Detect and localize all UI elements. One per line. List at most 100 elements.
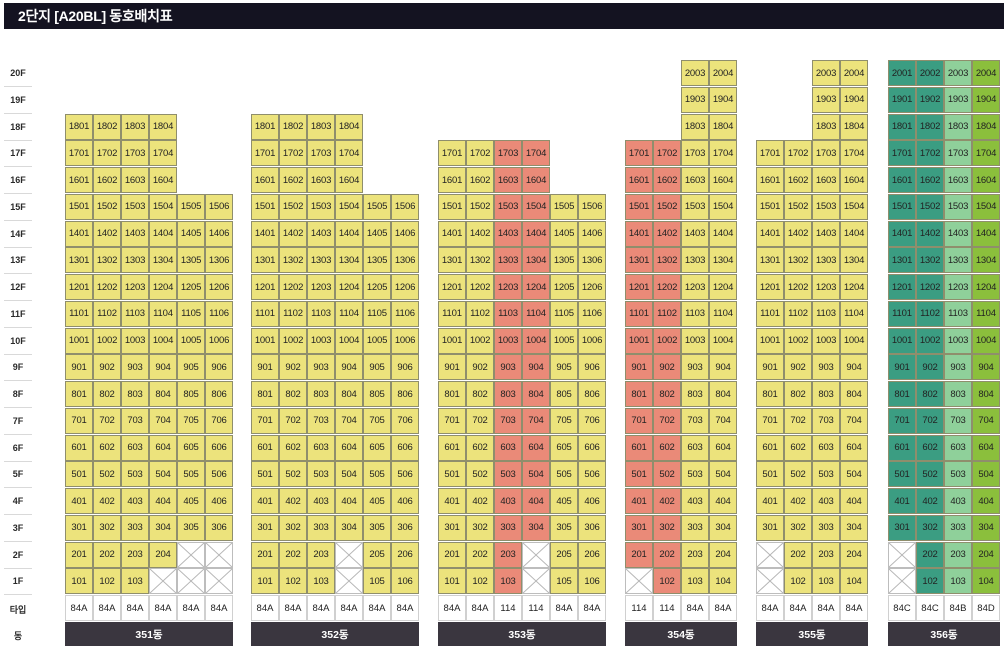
unit-cell[interactable]: 805 (550, 381, 578, 407)
unit-cell[interactable]: 505 (550, 461, 578, 488)
unit-cell[interactable]: 1302 (784, 247, 812, 274)
unit-cell[interactable]: 901 (438, 354, 466, 381)
unit-cell[interactable]: 1206 (391, 274, 419, 300)
unit-cell[interactable]: 104 (840, 568, 868, 595)
unit-cell[interactable]: 603 (121, 434, 149, 461)
unit-cell[interactable]: 1702 (784, 140, 812, 167)
unit-cell[interactable]: 702 (279, 407, 307, 434)
unit-cell[interactable]: 304 (972, 514, 1000, 541)
unit-cell[interactable]: 1101 (756, 300, 784, 327)
unit-cell[interactable]: 502 (93, 461, 121, 488)
unit-cell[interactable]: 904 (840, 354, 868, 381)
unit-cell[interactable]: 1304 (972, 247, 1000, 274)
unit-cell[interactable]: 1601 (251, 167, 279, 193)
unit-cell[interactable]: 1902 (916, 86, 944, 113)
unit-cell[interactable]: 1106 (205, 300, 233, 327)
unit-cell[interactable]: 1103 (307, 300, 335, 327)
unit-cell[interactable]: 1001 (888, 327, 916, 354)
unit-cell[interactable]: 1002 (916, 327, 944, 354)
unit-cell[interactable]: 1003 (307, 327, 335, 354)
unit-cell[interactable]: 1001 (65, 327, 93, 354)
unit-cell[interactable]: 1504 (709, 193, 737, 220)
unit-cell[interactable]: 704 (972, 407, 1000, 434)
unit-cell[interactable]: 1802 (916, 113, 944, 140)
unit-cell[interactable]: 205 (550, 541, 578, 568)
unit-cell[interactable]: 1602 (916, 167, 944, 193)
unit-cell[interactable]: 1103 (681, 300, 709, 327)
unit-cell[interactable]: 1602 (466, 167, 494, 193)
unit-cell[interactable]: 504 (522, 461, 550, 488)
unit-cell[interactable]: 1801 (888, 113, 916, 140)
unit-cell[interactable]: 1904 (840, 86, 868, 113)
unit-cell[interactable]: 1003 (944, 327, 972, 354)
unit-cell[interactable]: 1201 (65, 274, 93, 300)
unit-cell[interactable]: 1201 (888, 274, 916, 300)
unit-cell[interactable]: 603 (307, 434, 335, 461)
unit-cell[interactable]: 206 (391, 541, 419, 568)
unit-cell[interactable]: 1202 (279, 274, 307, 300)
unit-cell[interactable]: 103 (307, 568, 335, 595)
unit-cell[interactable]: 1704 (522, 140, 550, 167)
unit-cell[interactable]: 1401 (65, 220, 93, 247)
unit-cell[interactable]: 1105 (177, 300, 205, 327)
unit-cell[interactable]: 2001 (888, 60, 916, 86)
unit-cell[interactable]: 604 (840, 434, 868, 461)
unit-cell[interactable]: 1602 (279, 167, 307, 193)
unit-cell[interactable]: 1202 (784, 274, 812, 300)
unit-cell[interactable]: 703 (307, 407, 335, 434)
unit-cell[interactable]: 902 (653, 354, 681, 381)
unit-cell[interactable]: 1101 (625, 300, 653, 327)
unit-cell[interactable]: 1102 (93, 300, 121, 327)
unit-cell[interactable]: 101 (438, 568, 466, 595)
unit-cell[interactable]: 1504 (335, 193, 363, 220)
unit-cell[interactable]: 403 (121, 488, 149, 514)
unit-cell[interactable]: 1104 (709, 300, 737, 327)
unit-cell[interactable]: 1603 (121, 167, 149, 193)
unit-cell[interactable]: 502 (466, 461, 494, 488)
unit-cell[interactable]: 905 (177, 354, 205, 381)
unit-cell[interactable]: 901 (251, 354, 279, 381)
unit-cell[interactable]: 1803 (121, 113, 149, 140)
unit-cell[interactable]: 1203 (494, 274, 522, 300)
unit-cell[interactable]: 1505 (363, 193, 391, 220)
unit-cell[interactable]: 1202 (916, 274, 944, 300)
unit-cell[interactable]: 1602 (93, 167, 121, 193)
unit-cell[interactable]: 1302 (466, 247, 494, 274)
unit-cell[interactable]: 1301 (438, 247, 466, 274)
unit-cell[interactable]: 1701 (438, 140, 466, 167)
unit-cell[interactable]: 1001 (625, 327, 653, 354)
unit-cell[interactable]: 302 (279, 514, 307, 541)
unit-cell[interactable]: 1202 (466, 274, 494, 300)
unit-cell[interactable]: 1804 (840, 113, 868, 140)
unit-cell[interactable]: 604 (522, 434, 550, 461)
unit-cell[interactable]: 1202 (93, 274, 121, 300)
unit-cell[interactable]: 1405 (550, 220, 578, 247)
unit-cell[interactable]: 602 (784, 434, 812, 461)
unit-cell[interactable]: 1501 (438, 193, 466, 220)
unit-cell[interactable]: 403 (944, 488, 972, 514)
unit-cell[interactable]: 1301 (251, 247, 279, 274)
unit-cell[interactable]: 403 (494, 488, 522, 514)
unit-cell[interactable]: 1506 (391, 193, 419, 220)
unit-cell[interactable]: 1401 (756, 220, 784, 247)
unit-cell[interactable]: 1604 (522, 167, 550, 193)
unit-cell[interactable]: 504 (709, 461, 737, 488)
unit-cell[interactable]: 1804 (972, 113, 1000, 140)
unit-cell[interactable]: 1802 (279, 113, 307, 140)
unit-cell[interactable]: 603 (681, 434, 709, 461)
unit-cell[interactable]: 1304 (709, 247, 737, 274)
unit-cell[interactable]: 1301 (65, 247, 93, 274)
unit-cell[interactable]: 603 (494, 434, 522, 461)
unit-cell[interactable]: 1301 (756, 247, 784, 274)
unit-cell[interactable]: 1702 (93, 140, 121, 167)
unit-cell[interactable]: 805 (363, 381, 391, 407)
unit-cell[interactable]: 1004 (840, 327, 868, 354)
unit-cell[interactable]: 302 (93, 514, 121, 541)
unit-cell[interactable]: 304 (840, 514, 868, 541)
unit-cell[interactable]: 1702 (279, 140, 307, 167)
unit-cell[interactable]: 204 (709, 541, 737, 568)
unit-cell[interactable]: 1303 (494, 247, 522, 274)
unit-cell[interactable]: 801 (251, 381, 279, 407)
unit-cell[interactable]: 1801 (251, 113, 279, 140)
unit-cell[interactable]: 1103 (944, 300, 972, 327)
